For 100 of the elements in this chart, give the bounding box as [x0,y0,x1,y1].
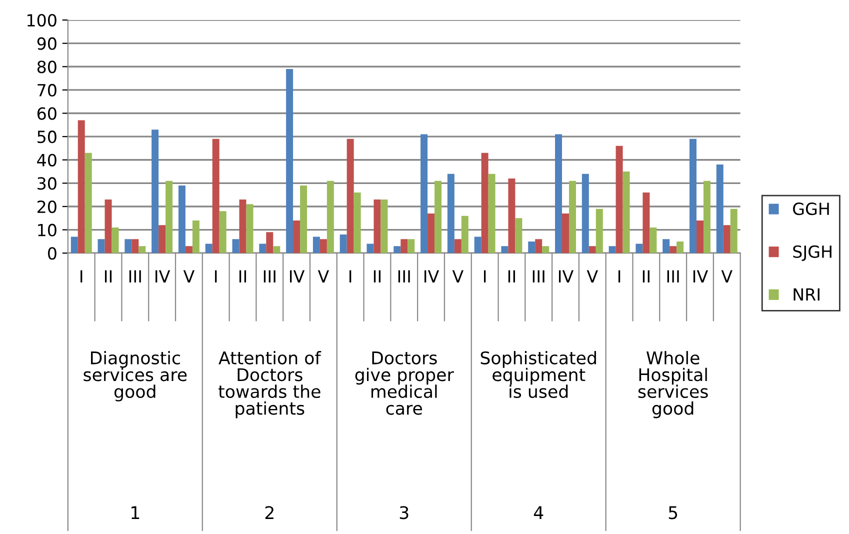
y-tick-label: 30 [38,177,56,190]
bar [428,213,435,254]
bar [70,236,78,254]
bar [266,232,274,254]
bar [588,246,596,254]
y-tick-label: 70 [38,84,56,97]
bar [232,239,240,254]
bar [78,120,85,254]
x-tick-label: V [452,270,464,282]
bar [461,216,468,254]
x-tick-label: III [264,270,276,282]
bar [542,246,550,254]
bar [312,236,320,254]
legend-label: GGH [793,202,829,216]
text: 2 [265,506,274,519]
x-tick-label: V [721,270,732,282]
bar [642,192,650,254]
bar [246,204,254,254]
bar [374,200,381,254]
bar [192,220,200,254]
text: Sophisticated equipment is used [480,351,596,398]
bar [650,227,657,254]
x-tick-label: II [508,270,515,282]
bar [178,186,186,254]
bar [434,180,442,254]
bar [132,239,139,254]
bar [622,172,630,254]
x-tick-label: I [350,270,352,282]
bar [515,218,522,254]
y-tick-label: 10 [38,224,56,236]
bar [394,246,401,254]
y-tick-label: 60 [37,107,56,120]
bar [474,236,482,254]
text: 4 [534,506,544,519]
bar [696,220,704,254]
text: Doctors give proper medical care [355,352,454,415]
bar [104,200,112,254]
bar [689,138,696,254]
bar [676,241,684,254]
bar [124,239,132,254]
bar [400,239,408,254]
y-tick-label: 90 [37,37,56,50]
y-tick-label: 50 [38,130,56,144]
legend-label: SJGH [793,245,832,262]
bar [420,134,428,254]
bar [662,239,670,254]
x-tick-label: IV [290,270,305,282]
bar [138,246,146,254]
bar [528,241,536,254]
x-tick-label: I [80,270,82,282]
text: 5 [668,506,678,520]
text: 1 [132,506,140,519]
bar [562,213,569,254]
bar [346,138,354,254]
bar [582,174,589,254]
bar [259,244,266,254]
text: Attention of Doctors towards the patients [218,351,322,418]
x-tick-label: II [374,270,381,282]
y-tick-label: 100 [28,14,56,27]
bar [320,239,327,254]
bar [300,186,308,254]
bar [158,225,166,254]
bar [555,134,562,254]
bar [454,239,462,254]
text: Diagnostic services are good [84,351,187,402]
bar [447,174,454,254]
y-tick-label: 20 [38,200,56,214]
bar [703,180,710,254]
bar [569,180,576,254]
bar [636,244,643,254]
x-tick-label: IV [558,270,574,282]
bar [326,180,334,254]
bar [205,244,212,254]
bar [608,246,616,254]
bar [239,200,246,254]
bar [488,174,496,254]
bar [98,239,105,254]
bar [616,146,623,254]
bar [185,246,192,254]
x-tick-label: I [215,270,217,282]
text: 3 [400,506,408,520]
bar [501,246,508,254]
bar [84,152,92,254]
x-tick-label: II [239,270,246,282]
bar [212,138,220,254]
x-tick-label: IV [424,270,440,282]
bar [219,211,226,254]
bar [366,244,374,254]
bar [723,225,730,254]
x-tick-label: V [586,270,598,282]
x-tick-label: V [318,270,329,282]
bar [730,208,738,254]
bar [508,178,516,254]
y-tick-label: 40 [37,154,56,166]
x-tick-label: II [104,270,112,282]
bar [166,180,173,254]
x-tick-label: I [618,270,620,282]
bar [408,239,415,254]
bar [670,246,677,254]
y-tick-label: 0 [48,247,56,260]
